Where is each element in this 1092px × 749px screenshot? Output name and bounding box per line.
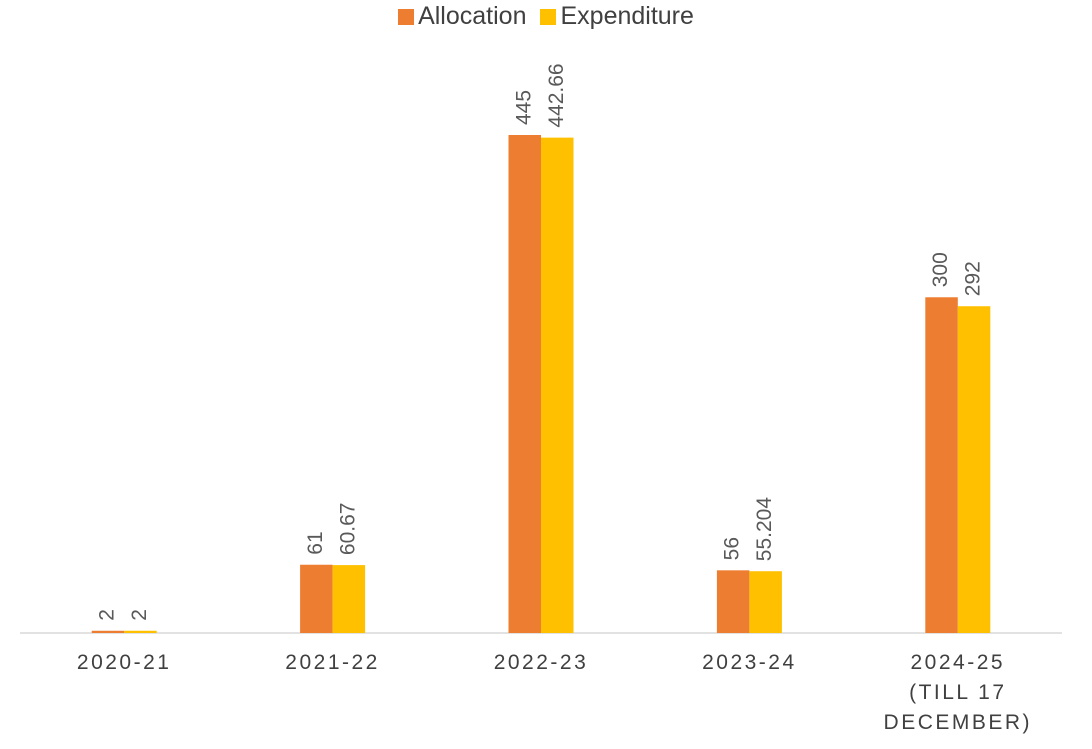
x-tick-label: 2022-23 bbox=[493, 651, 589, 674]
legend-item: Allocation bbox=[398, 2, 526, 31]
legend-label: Allocation bbox=[418, 2, 527, 30]
data-label: 292 bbox=[962, 261, 985, 296]
data-label: 56 bbox=[721, 537, 744, 560]
bar bbox=[124, 630, 157, 633]
data-label: 300 bbox=[929, 252, 952, 287]
x-tick-label: 2020-21 bbox=[76, 651, 172, 674]
data-label: 2 bbox=[95, 609, 118, 621]
x-tick-label: 2024-25 (TILL 17 DECEMBER) bbox=[883, 651, 1033, 734]
data-label: 55.204 bbox=[753, 497, 776, 562]
data-label: 61 bbox=[304, 531, 327, 554]
bar bbox=[508, 135, 541, 633]
bar bbox=[91, 630, 125, 633]
bar bbox=[749, 571, 782, 633]
legend-label: Expenditure bbox=[560, 2, 694, 30]
bar bbox=[541, 137, 574, 633]
data-label: 60.67 bbox=[336, 503, 359, 556]
legend: Allocation Expenditure bbox=[0, 2, 1092, 31]
x-tick-label: 2023-24 bbox=[702, 651, 797, 674]
data-label: 445 bbox=[512, 90, 535, 125]
data-label: 2 bbox=[128, 609, 151, 621]
x-tick-label: 2021-22 bbox=[285, 651, 380, 674]
legend-swatch bbox=[398, 8, 415, 25]
bar bbox=[925, 297, 958, 633]
legend-item: Expenditure bbox=[540, 2, 694, 31]
data-label: 442.66 bbox=[545, 63, 568, 127]
bar bbox=[300, 564, 333, 633]
bar bbox=[716, 570, 750, 633]
legend-swatch bbox=[540, 8, 557, 25]
bar bbox=[332, 565, 366, 633]
bar bbox=[957, 306, 991, 633]
